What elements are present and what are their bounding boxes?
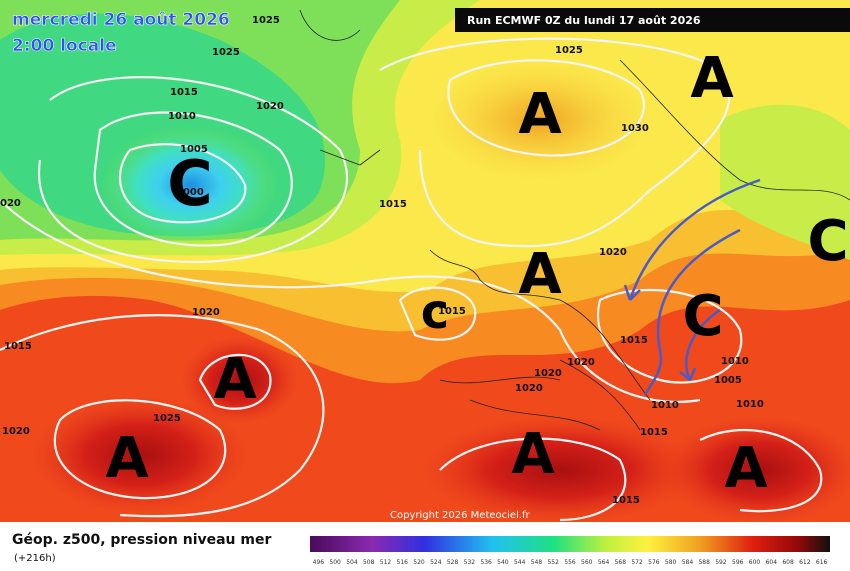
isobar-label: 1015 bbox=[4, 341, 32, 352]
scale-label: 496 bbox=[313, 559, 325, 566]
lead-time: (+216h) bbox=[14, 553, 56, 564]
scale-label: 580 bbox=[665, 559, 677, 566]
scale-label: 588 bbox=[698, 559, 710, 566]
pressure-center: A bbox=[511, 422, 555, 487]
pressure-center: C bbox=[167, 147, 213, 220]
pressure-center: A bbox=[213, 347, 257, 412]
isobar-label: 020 bbox=[0, 198, 21, 209]
date: mercredi 26 août 2026 bbox=[12, 10, 230, 30]
scale-label: 576 bbox=[648, 559, 660, 566]
isobar-label: 1020 bbox=[534, 368, 562, 379]
scale-label: 508 bbox=[363, 559, 375, 566]
isobar-label: 1020 bbox=[192, 307, 220, 318]
isobar-label: 1020 bbox=[599, 247, 627, 258]
scale-label: 608 bbox=[782, 559, 794, 566]
pressure-center: A bbox=[518, 242, 562, 307]
pressure-center: A bbox=[724, 436, 768, 501]
scale-label: 544 bbox=[514, 559, 526, 566]
isobar-labels: 1025 1025 1015 1010 1005 1000 1020 020 1015 1025 1… bbox=[0, 15, 764, 506]
scale-label: 568 bbox=[615, 559, 627, 566]
legend-title: Géop. z500, pression niveau mer bbox=[12, 532, 271, 548]
scale-label: 524 bbox=[430, 559, 442, 566]
scale-label: 500 bbox=[329, 559, 341, 566]
scale-label: 604 bbox=[766, 559, 778, 566]
scale-label: 516 bbox=[397, 559, 409, 566]
scale-label: 600 bbox=[749, 559, 761, 566]
isobar-label: 1030 bbox=[621, 123, 649, 134]
isobar-label: 1025 bbox=[212, 47, 240, 58]
scale-labels: 496 500 504 508 512 516 520 524 528 532 536 540 544 5… bbox=[313, 559, 828, 566]
isobar-label: 1005 bbox=[180, 144, 208, 155]
scale-label: 556 bbox=[564, 559, 576, 566]
isobar-label: 1020 bbox=[515, 383, 543, 394]
scale-label: 504 bbox=[346, 559, 358, 566]
isobar-label: 1010 bbox=[721, 356, 749, 367]
isobar-label: 1015 bbox=[612, 495, 640, 506]
isobar-label: 1005 bbox=[714, 375, 742, 386]
scale-label: 572 bbox=[631, 559, 643, 566]
isobar-label: 1020 bbox=[567, 357, 595, 368]
pressure-center: A bbox=[105, 426, 149, 491]
map-field bbox=[0, 0, 850, 525]
color-scale bbox=[310, 536, 830, 552]
scale-label: 564 bbox=[598, 559, 610, 566]
isobar-label: 1020 bbox=[2, 426, 30, 437]
isobar-label: 1025 bbox=[153, 413, 181, 424]
pressure-center: C bbox=[682, 284, 723, 349]
scale-label: 532 bbox=[464, 559, 476, 566]
isobar-label: 1015 bbox=[379, 199, 407, 210]
scale-label: 584 bbox=[682, 559, 694, 566]
isobar-label: 1015 bbox=[620, 335, 648, 346]
local-time: 2:00 locale bbox=[12, 36, 117, 56]
isobar-label: 1020 bbox=[256, 101, 284, 112]
scale-label: 520 bbox=[413, 559, 425, 566]
scale-label: 540 bbox=[497, 559, 509, 566]
scale-label: 548 bbox=[531, 559, 543, 566]
isobar-label: 1010 bbox=[651, 400, 679, 411]
pressure-center: A bbox=[690, 46, 734, 111]
scale-label: 616 bbox=[816, 559, 828, 566]
isobar-label: 1025 bbox=[252, 15, 280, 26]
isobar-label: 1015 bbox=[640, 427, 668, 438]
run-info: Run ECMWF 0Z du lundi 17 août 2026 bbox=[467, 14, 701, 27]
scale-label: 536 bbox=[480, 559, 492, 566]
pressure-center: c bbox=[421, 284, 449, 340]
scale-label: 560 bbox=[581, 559, 593, 566]
scale-label: 552 bbox=[547, 559, 559, 566]
scale-label: 528 bbox=[447, 559, 459, 566]
isobar-label: 1000 bbox=[176, 187, 204, 198]
pressure-center: C bbox=[807, 209, 848, 274]
scale-label: 596 bbox=[732, 559, 744, 566]
isobar-label: 1010 bbox=[736, 399, 764, 410]
pressure-center: A bbox=[518, 82, 562, 147]
scale-label: 612 bbox=[799, 559, 811, 566]
run-banner bbox=[455, 8, 850, 32]
isobar-label: 1015 bbox=[170, 87, 198, 98]
isobar-label: 1015 bbox=[438, 306, 466, 317]
scale-label: 512 bbox=[380, 559, 392, 566]
scale-label: 592 bbox=[715, 559, 727, 566]
isobar-label: 1010 bbox=[168, 111, 196, 122]
copyright: Copyright 2026 Meteociel.fr bbox=[390, 510, 531, 521]
isobar-label: 1025 bbox=[555, 45, 583, 56]
